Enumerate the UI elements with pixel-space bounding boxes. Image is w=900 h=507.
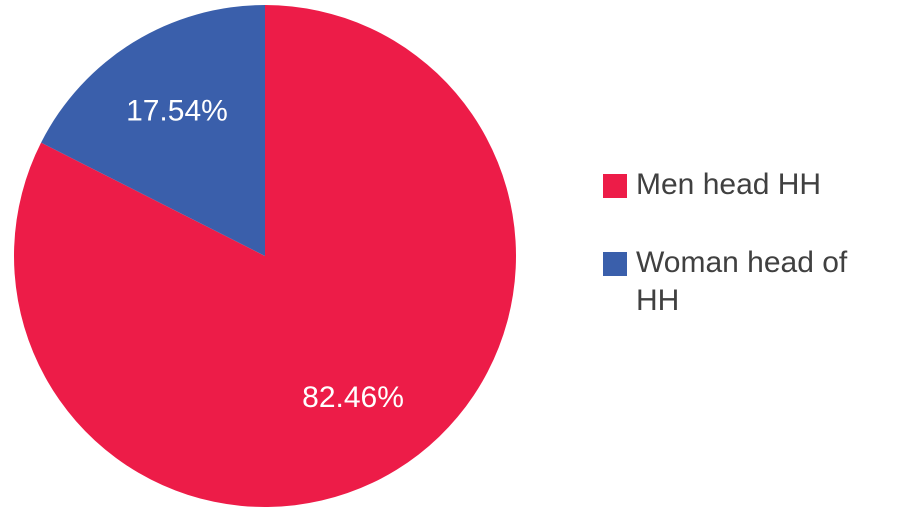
legend: Men head HH Woman head of HH xyxy=(603,166,893,360)
data-label: 17.54% xyxy=(126,95,228,128)
legend-swatch xyxy=(603,174,627,198)
pie-slice xyxy=(14,5,517,507)
legend-label: Men head HH xyxy=(636,168,822,201)
legend-item: Woman head of HH xyxy=(603,244,893,320)
data-label: 82.46% xyxy=(302,381,404,414)
pie-slice xyxy=(41,5,265,256)
legend-item: Men head HH xyxy=(603,166,893,204)
legend-swatch xyxy=(603,252,627,276)
legend-label: Woman head of HH xyxy=(636,246,848,317)
